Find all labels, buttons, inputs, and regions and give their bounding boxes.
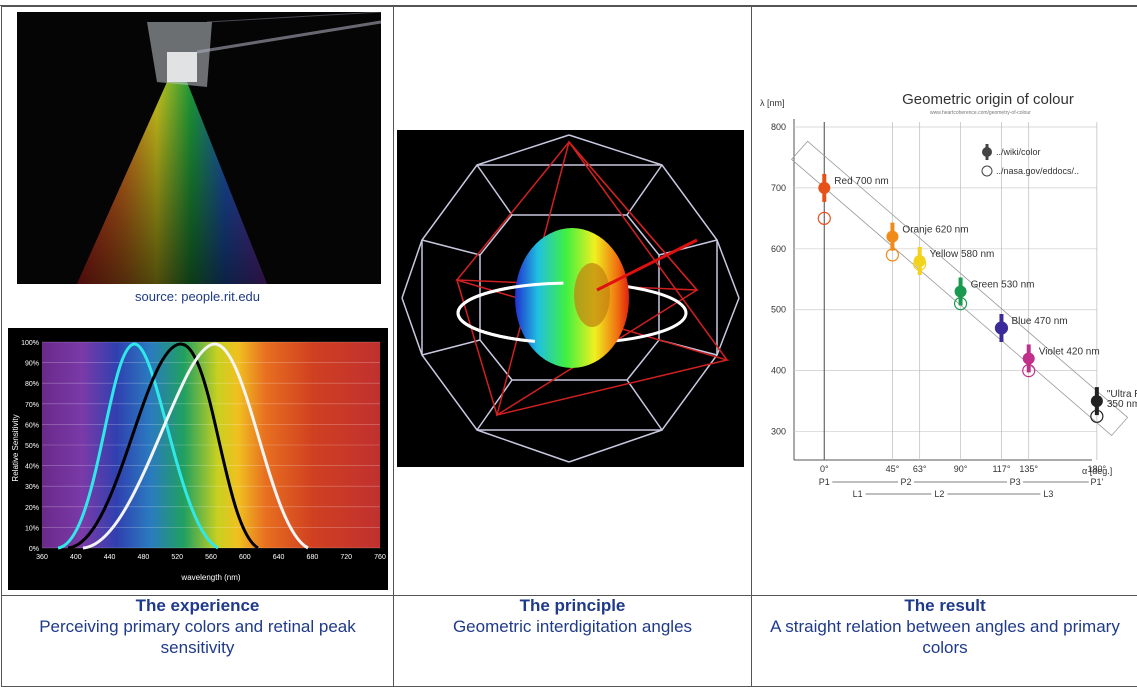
result-point-label: Green 530 nm [971,279,1035,290]
caption-result-text: A straight relation between angles and p… [752,616,1137,658]
caption-experience-title: The experience [2,596,393,616]
legend-open-marker [982,166,992,176]
sens-y-tick: 10% [25,525,39,532]
sens-x-tick: 360 [36,554,48,561]
result-y-tick: 700 [771,183,786,193]
content-table: source: people.rit.edu [1,6,1137,687]
result-y-tick: 800 [771,122,786,132]
result-band-label: L3 [1043,489,1053,499]
result-x-ticks: 0° 45° 63° 90° 117° 135° 180° [820,464,1107,474]
sens-x-tick: 600 [239,554,251,561]
result-y-ticks: 800 700 600 500 400 300 [771,122,786,437]
legend-nasa: ../nasa.gov/eddocs/.. [996,166,1079,176]
result-wiki-marker [886,231,898,243]
sens-x-tick: 760 [374,554,386,561]
result-point-label: Yellow 580 nm [930,249,995,260]
sens-x-tick: 520 [171,554,183,561]
sens-x-tick: 720 [340,554,352,561]
caption-experience: The experience Perceiving primary colors… [2,596,394,687]
result-point-label: Blue 470 nm [1011,316,1067,327]
result-x-tick: 63° [913,464,927,474]
result-wiki-marker [1091,395,1103,407]
sens-y-tick: 20% [25,505,39,512]
experience-cell: source: people.rit.edu [2,7,394,596]
result-wiki-marker [818,182,830,194]
sens-y-tick: 70% [25,402,39,409]
result-y-tick: 400 [771,366,786,376]
result-chart: Geometric origin of colour www.heartcohe… [752,82,1137,502]
result-point-label: Red 700 nm [834,176,888,187]
result-wiki-marker [955,285,967,297]
sens-y-tick: 0% [29,546,39,553]
caption-result: The result A straight relation between a… [752,596,1137,687]
caption-principle-title: The principle [394,596,751,616]
sens-y-tick: 100% [21,340,39,347]
result-cell: Geometric origin of colour www.heartcohe… [752,7,1137,596]
sens-y-tick: 30% [25,484,39,491]
result-chart-title: Geometric origin of colour [902,91,1074,108]
result-point-label: Oranje 620 nm [902,225,968,236]
image-source: source: people.rit.edu [2,289,393,304]
result-ylabel: λ [nm] [760,98,785,108]
sens-y-tick: 50% [25,443,39,450]
caption-row: The experience Perceiving primary colors… [2,596,1137,687]
sens-y-tick: 60% [25,422,39,429]
sens-x-tick: 560 [205,554,217,561]
image-row: source: people.rit.edu [2,7,1137,596]
result-y-tick: 500 [771,305,786,315]
caption-result-title: The result [752,596,1137,616]
result-band-label: P1 [819,477,830,487]
result-band-label: P3 [1010,477,1021,487]
result-band-label: L1 [853,489,863,499]
sens-y-tick: 40% [25,464,39,471]
result-band-label: T2 [977,501,988,502]
caption-experience-text: Perceiving primary colors and retinal pe… [2,616,393,658]
result-wiki-marker [914,255,926,267]
sens-x-tick: 680 [307,554,319,561]
result-x-tick: 135° [1019,464,1038,474]
sens-x-tick: 440 [104,554,116,561]
sens-x-tick: 640 [273,554,285,561]
result-band-label: P1' [1090,477,1103,487]
result-points: Red 700 nm Oranje 620 nm Yellow 580 nm Gree… [818,174,1137,422]
sensitivity-ylabel: Relative Sensitivity [11,414,20,481]
result-wiki-marker [1023,352,1035,364]
principle-cell [394,7,752,596]
sensitivity-chart: 100% 90% 80% 70% 60% 50% 40% 30% 20% 10% 0% 360 400… [8,328,388,590]
result-x-tick: 45° [886,464,900,474]
sens-y-tick: 80% [25,381,39,388]
sens-x-tick: 480 [138,554,150,561]
result-angle-bands: P1 P2 P3 P1' L1 L2 L3 T1 T2 [819,477,1104,502]
result-y-tick: 300 [771,427,786,437]
prism-photo [17,12,381,284]
result-point-label: Violet 420 nm [1039,346,1100,357]
sens-x-tick: 400 [70,554,82,561]
result-x-tick: 180° [1088,464,1107,474]
sens-y-tick: 90% [25,361,39,368]
result-point-label2: 350 nm [1107,399,1137,410]
legend-wiki: ../wiki/color [996,147,1041,157]
caption-principle: The principle Geometric interdigitation … [394,596,752,687]
result-x-tick: 117° [992,464,1010,474]
result-y-tick: 600 [771,244,786,254]
result-legend: ../wiki/color ../nasa.gov/eddocs/.. [982,144,1079,176]
result-band-label: P2 [901,477,912,487]
result-band-label: L2 [934,489,944,499]
sensitivity-xlabel: wavelength (nm) [180,573,240,582]
polyhedron-figure [397,130,744,467]
result-x-tick: 0° [820,464,829,474]
result-band-label: T1 [928,501,939,502]
result-x-tick: 90° [954,464,968,474]
caption-principle-text: Geometric interdigitation angles [394,616,751,637]
result-chart-subtitle: www.heartcoherence.com/geometry-of-colou… [930,110,1031,116]
